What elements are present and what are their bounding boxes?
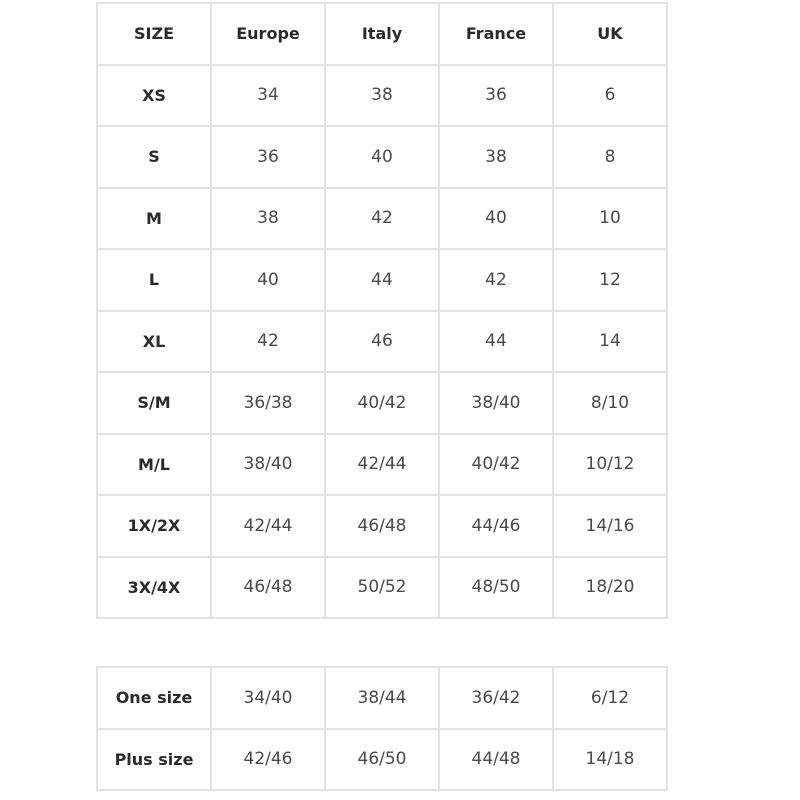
table-row: M/L 38/40 42/44 40/42 10/12: [96, 432, 668, 496]
size-value-cell: 46/50: [324, 727, 440, 791]
size-value-cell: 40: [210, 248, 326, 312]
size-value-cell: 10: [552, 186, 668, 250]
size-value-cell: 34: [210, 63, 326, 127]
column-header: France: [438, 2, 554, 66]
size-value-cell: 36/42: [438, 666, 554, 730]
size-value-cell: 40: [438, 186, 554, 250]
table-row: S 36 40 38 8: [96, 125, 668, 189]
size-value-cell: 36: [438, 63, 554, 127]
size-label-cell: S: [96, 125, 212, 189]
size-value-cell: 42/44: [324, 432, 440, 496]
size-value-cell: 48/50: [438, 555, 554, 619]
table-row: One size 34/40 38/44 36/42 6/12: [96, 666, 668, 730]
column-header: SIZE: [96, 2, 212, 66]
column-header: Europe: [210, 2, 326, 66]
size-value-cell: 44: [438, 309, 554, 373]
size-value-cell: 46/48: [324, 494, 440, 558]
one-plus-size-table: One size 34/40 38/44 36/42 6/12 Plus size 42/4…: [96, 666, 668, 791]
size-label-cell: M/L: [96, 432, 212, 496]
size-value-cell: 40/42: [438, 432, 554, 496]
size-value-cell: 14: [552, 309, 668, 373]
size-value-cell: 8/10: [552, 371, 668, 435]
size-value-cell: 38: [438, 125, 554, 189]
size-label-cell: M: [96, 186, 212, 250]
table-row: M 38 42 40 10: [96, 186, 668, 250]
size-value-cell: 38/40: [210, 432, 326, 496]
size-value-cell: 36: [210, 125, 326, 189]
size-value-cell: 44/46: [438, 494, 554, 558]
size-value-cell: 42: [210, 309, 326, 373]
size-value-cell: 38: [324, 63, 440, 127]
size-label-cell: Plus size: [96, 727, 212, 791]
size-value-cell: 34/40: [210, 666, 326, 730]
table-row: XL 42 46 44 14: [96, 309, 668, 373]
size-label-cell: XL: [96, 309, 212, 373]
table-row: Plus size 42/46 46/50 44/48 14/18: [96, 727, 668, 791]
size-label-cell: XS: [96, 63, 212, 127]
size-value-cell: 42: [438, 248, 554, 312]
size-value-cell: 8: [552, 125, 668, 189]
table-row: 1X/2X 42/44 46/48 44/46 14/16: [96, 494, 668, 558]
column-header: UK: [552, 2, 668, 66]
size-value-cell: 44/48: [438, 727, 554, 791]
size-label-cell: L: [96, 248, 212, 312]
size-value-cell: 18/20: [552, 555, 668, 619]
size-label-cell: One size: [96, 666, 212, 730]
header-row: SIZE Europe Italy France UK: [96, 2, 668, 66]
table-row: S/M 36/38 40/42 38/40 8/10: [96, 371, 668, 435]
size-value-cell: 36/38: [210, 371, 326, 435]
size-value-cell: 6: [552, 63, 668, 127]
size-value-cell: 42/44: [210, 494, 326, 558]
size-value-cell: 10/12: [552, 432, 668, 496]
size-value-cell: 50/52: [324, 555, 440, 619]
size-value-cell: 14/18: [552, 727, 668, 791]
table-row: L 40 44 42 12: [96, 248, 668, 312]
table-row: 3X/4X 46/48 50/52 48/50 18/20: [96, 555, 668, 619]
size-value-cell: 6/12: [552, 666, 668, 730]
size-value-cell: 38/40: [438, 371, 554, 435]
size-conversion-table: SIZE Europe Italy France UK XS 34 38 36 6 S 36 40 38 8…: [96, 2, 668, 619]
size-value-cell: 44: [324, 248, 440, 312]
size-value-cell: 12: [552, 248, 668, 312]
size-value-cell: 14/16: [552, 494, 668, 558]
table-row: XS 34 38 36 6: [96, 63, 668, 127]
size-value-cell: 46: [324, 309, 440, 373]
size-label-cell: 3X/4X: [96, 555, 212, 619]
size-value-cell: 38/44: [324, 666, 440, 730]
size-value-cell: 38: [210, 186, 326, 250]
size-value-cell: 42/46: [210, 727, 326, 791]
size-value-cell: 40/42: [324, 371, 440, 435]
size-value-cell: 46/48: [210, 555, 326, 619]
size-value-cell: 40: [324, 125, 440, 189]
column-header: Italy: [324, 2, 440, 66]
size-value-cell: 42: [324, 186, 440, 250]
size-label-cell: S/M: [96, 371, 212, 435]
size-label-cell: 1X/2X: [96, 494, 212, 558]
